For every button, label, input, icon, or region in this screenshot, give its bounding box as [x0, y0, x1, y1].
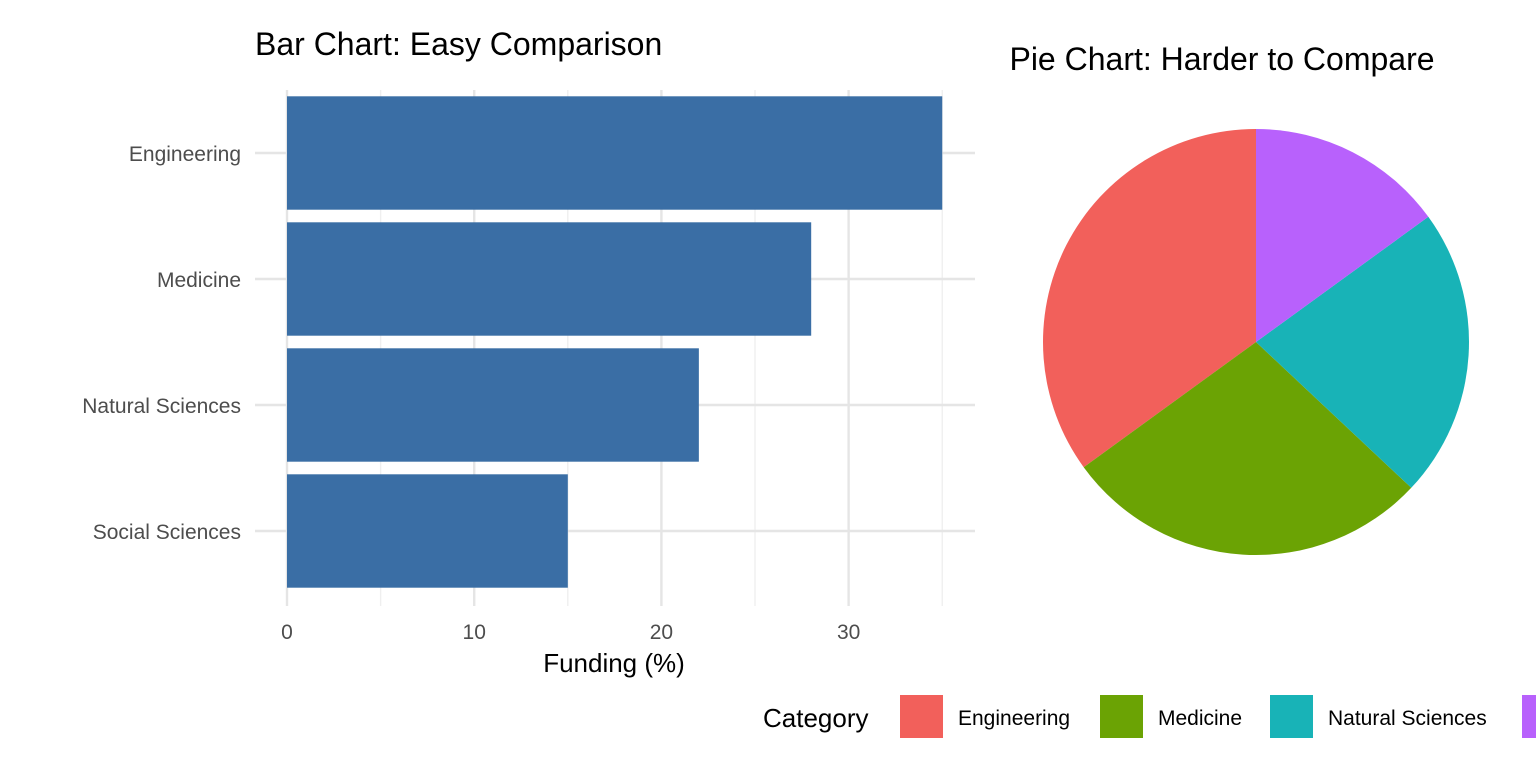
- x-tick-label: 20: [650, 621, 673, 644]
- category-label-social-sciences: Social Sciences: [93, 521, 241, 544]
- bar-chart-title: Bar Chart: Easy Comparison: [255, 26, 662, 62]
- legend-label-natural-sciences: Natural Sciences: [1328, 707, 1487, 730]
- bar-chart-bars: [287, 96, 943, 588]
- pie-chart-panel: Pie Chart: Harder to Compare: [1009, 41, 1469, 555]
- pie-slice-natural-sciences: [1256, 216, 1469, 488]
- pie-slice-social-sciences: [1256, 129, 1429, 342]
- pie-chart-slices: [1043, 129, 1469, 555]
- legend-swatch-natural-sciences: [1270, 695, 1313, 738]
- bar-chart-category-labels: Engineering Medicine Natural Sciences Socia…: [82, 143, 241, 544]
- legend-label-medicine: Medicine: [1158, 707, 1242, 730]
- bar-social-sciences: [287, 474, 568, 588]
- x-tick-label: 0: [281, 621, 293, 644]
- category-label-engineering: Engineering: [129, 143, 241, 166]
- bar-natural-sciences: [287, 348, 699, 462]
- x-tick-label: 30: [837, 621, 860, 644]
- legend-title: Category: [763, 703, 869, 733]
- legend: Category Engineering Medicine Natural Scie…: [763, 695, 1536, 738]
- bar-engineering: [287, 96, 943, 210]
- legend-label-engineering: Engineering: [958, 707, 1070, 730]
- pie-slice-medicine: [1083, 342, 1412, 555]
- bar-medicine: [287, 222, 812, 336]
- pie-chart-title: Pie Chart: Harder to Compare: [1009, 41, 1434, 77]
- category-label-medicine: Medicine: [157, 269, 241, 292]
- pie-slice-engineering: [1043, 129, 1256, 468]
- legend-swatch-medicine: [1100, 695, 1143, 738]
- bar-chart-x-tick-labels: 0 10 20 30: [281, 621, 860, 644]
- category-label-natural-sciences: Natural Sciences: [82, 395, 241, 418]
- bar-chart-x-axis-label: Funding (%): [543, 648, 685, 678]
- bar-chart-panel: Bar Chart: Easy Comparison Engineering Me…: [82, 26, 975, 678]
- legend-swatch-engineering: [900, 695, 943, 738]
- legend-swatch-social-sciences: [1522, 695, 1536, 738]
- x-tick-label: 10: [463, 621, 486, 644]
